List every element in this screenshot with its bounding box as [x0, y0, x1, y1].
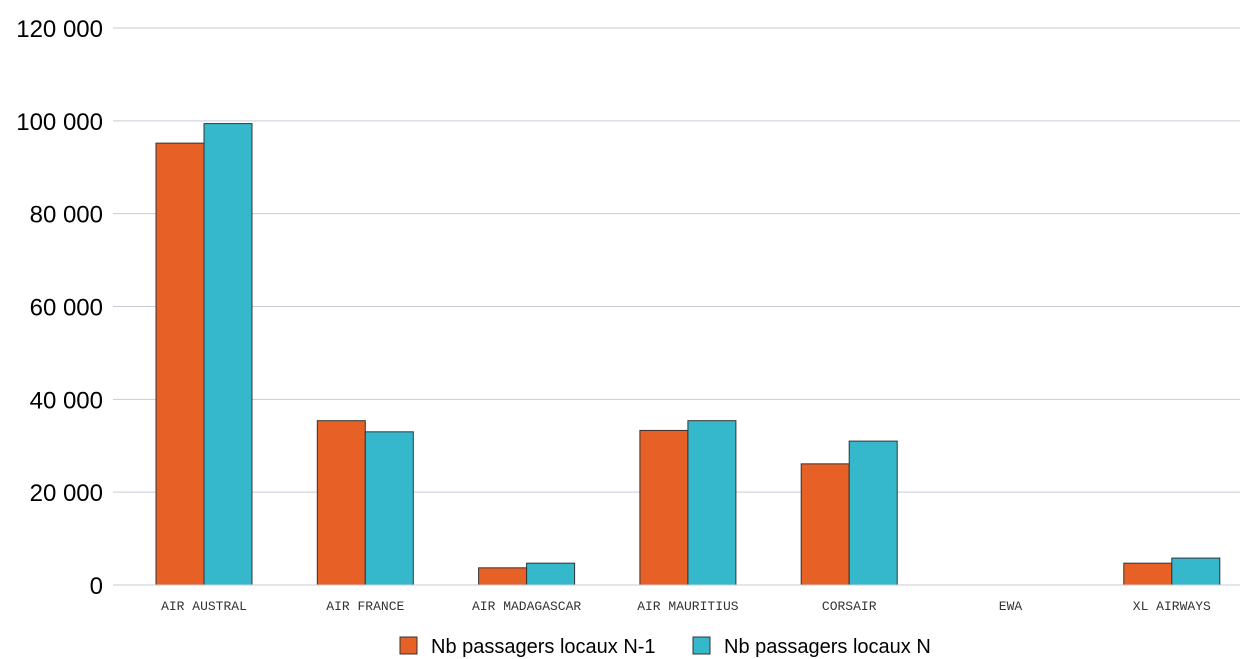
- x-tick-label: AIR MADAGASCAR: [472, 599, 581, 614]
- x-tick-label: AIR FRANCE: [326, 599, 404, 614]
- x-tick-label: CORSAIR: [822, 599, 877, 614]
- bar-n-minus-1-air-france: [316, 420, 366, 586]
- bar-n-minus-1-air-mauritius: [639, 429, 689, 586]
- x-tick-label: AIR AUSTRAL: [161, 599, 247, 614]
- bar-n-minus-1-air-austral: [155, 142, 205, 586]
- y-tick-label: 40 000: [30, 387, 103, 414]
- x-tick-label: XL AIRWAYS: [1133, 599, 1211, 614]
- y-tick-label: 80 000: [30, 202, 103, 229]
- y-axis-tick-labels: 0 20 000 40 000 60 000 80 000 100 000 120 000: [16, 16, 103, 600]
- x-tick-label: AIR MAURITIUS: [637, 599, 739, 614]
- legend: Nb passagers locaux N-1 Nb passagers loca…: [399, 636, 931, 658]
- gridlines: [113, 27, 1240, 493]
- bar-n-air-austral: [203, 123, 253, 586]
- bar-n-minus-1-corsair: [800, 463, 850, 586]
- y-tick-label: 60 000: [30, 295, 103, 322]
- bar-n-corsair: [848, 440, 898, 586]
- y-tick-label: 20 000: [30, 480, 103, 507]
- legend-label: Nb passagers locaux N: [724, 636, 931, 658]
- bar-n-air-madagascar: [526, 562, 576, 586]
- x-tick-label: EWA: [999, 599, 1023, 614]
- legend-label: Nb passagers locaux N-1: [431, 636, 656, 658]
- legend-swatch: [399, 636, 418, 655]
- bar-n-minus-1-air-madagascar: [478, 567, 528, 586]
- y-tick-label: 0: [90, 573, 103, 600]
- y-tick-label: 120 000: [16, 16, 103, 43]
- bar-n-air-mauritius: [687, 420, 737, 586]
- bar-n-minus-1-xl-airways: [1123, 562, 1173, 586]
- legend-swatch: [692, 636, 711, 655]
- bar-n-xl-airways: [1171, 557, 1221, 586]
- bars: [155, 123, 1221, 586]
- x-axis-tick-labels: AIR AUSTRAL AIR FRANCE AIR MADAGASCAR AIR M…: [161, 599, 1211, 614]
- bar-n-air-france: [364, 431, 414, 586]
- y-tick-label: 100 000: [16, 109, 103, 136]
